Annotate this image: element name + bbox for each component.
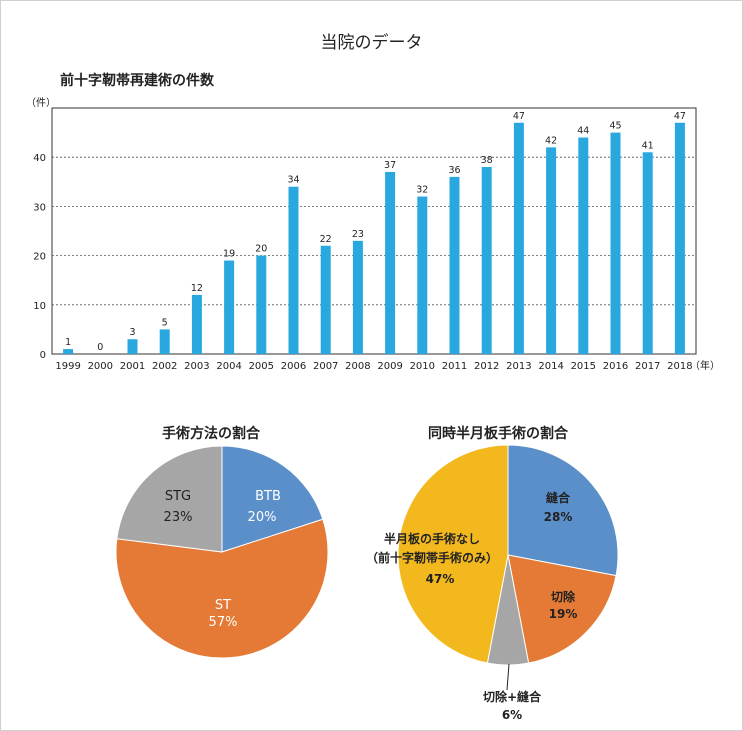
pie-chart-meniscus-labels: 縫合 28% 切除 19% 切除+縫合 6% 半月板の手術なし （前十字靭帯手術…: [366, 490, 577, 722]
page-title: 当院のデータ: [320, 33, 423, 53]
x-tick-label: 2009: [377, 361, 402, 372]
pie2-none-pct: 47%: [426, 572, 455, 586]
x-tick-label: 2005: [249, 361, 274, 372]
bar-value-label: 44: [577, 126, 589, 137]
pie2-resection-pct: 19%: [549, 607, 578, 621]
bar-value-label: 3: [129, 327, 135, 338]
bar-value-label: 1: [65, 337, 71, 348]
pie1-stg-label: STG: [165, 489, 191, 504]
bar-value-label: 22: [320, 234, 332, 245]
pie1-st-pct: 57%: [209, 615, 238, 630]
bar-value-label: 34: [287, 175, 299, 186]
pie2-both-pct: 6%: [502, 708, 522, 722]
pie2-slice-1: [507, 554, 617, 664]
bar-2012: [481, 167, 492, 354]
pie2-resection-label: 切除: [551, 589, 576, 604]
bar-2009: [385, 171, 396, 354]
bar-2006: [288, 186, 299, 354]
bar-2015: [578, 137, 589, 354]
bar-value-label: 45: [609, 121, 621, 132]
bar-2003: [191, 294, 202, 354]
x-tick-label: 2010: [410, 361, 435, 372]
x-tick-label: 2003: [184, 361, 209, 372]
x-tick-label: 2012: [474, 361, 499, 372]
x-tick-label: 2007: [313, 361, 338, 372]
bar-value-label: 47: [674, 111, 686, 122]
x-tick-label: 2006: [281, 361, 306, 372]
y-tick-label: 0: [40, 350, 46, 361]
bar-value-label: 5: [162, 317, 168, 328]
bar-2013: [513, 122, 524, 354]
x-tick-label: 2001: [120, 361, 145, 372]
bar-2017: [642, 152, 653, 354]
pie1-slice-2: [116, 445, 223, 553]
plot-frame: [51, 107, 697, 355]
bar-value-label: 19: [223, 249, 235, 260]
x-tick-label: 2000: [88, 361, 113, 372]
pie1-btb-label: BTB: [255, 489, 281, 504]
x-tick-label: 1999: [55, 361, 80, 372]
bar-2005: [256, 255, 267, 354]
bar-2001: [127, 339, 138, 354]
y-tick-label: 30: [33, 202, 46, 213]
pie1-slice-1: [115, 518, 329, 659]
bar-2014: [546, 147, 557, 354]
pie2-none-label: 半月板の手術なし: [384, 531, 480, 546]
pie2-both-label: 切除+縫合: [483, 689, 542, 704]
bar-2011: [449, 176, 460, 354]
bar-1999: [63, 349, 74, 354]
bar-2002: [159, 329, 170, 354]
bar-value-label: 20: [255, 244, 267, 255]
pie2-slice-3: [397, 444, 509, 664]
x-tick-label: 2017: [635, 361, 660, 372]
bar-2007: [320, 245, 331, 354]
pie-chart-meniscus: [397, 444, 619, 666]
pie1-slice-0: [221, 445, 324, 553]
bar-2008: [352, 240, 363, 354]
bar-value-label: 12: [191, 283, 203, 294]
bar-value-label: 42: [545, 135, 557, 146]
x-tick-label: 2016: [603, 361, 628, 372]
bar-value-label: 37: [384, 160, 396, 171]
pie2-suture-pct: 28%: [544, 510, 573, 524]
pie2-title: 同時半月板手術の割合: [428, 426, 568, 442]
bar-value-label: 32: [416, 185, 428, 196]
bar-value-label: 47: [513, 111, 525, 122]
pie2-suture-label: 縫合: [546, 490, 571, 505]
bar-chart-title: 前十字靭帯再建術の件数: [60, 73, 214, 89]
bar-2018: [674, 122, 685, 354]
pie1-title: 手術方法の割合: [162, 426, 260, 442]
pie1-btb-pct: 20%: [248, 510, 277, 525]
bar-2016: [610, 132, 621, 354]
y-tick-label: 20: [33, 252, 46, 263]
pie2-callout-line: [506, 663, 510, 691]
bar-value-label: 36: [448, 165, 460, 176]
pie-chart-method-labels: BTB 20% ST 57% STG 23%: [164, 489, 281, 630]
x-tick-label: 2011: [442, 361, 467, 372]
bar-value-label: 0: [97, 342, 103, 353]
y-unit-label: （件）: [26, 97, 56, 109]
bar-value-label: 41: [642, 140, 654, 151]
pie2-none-sublabel: （前十字靭帯手術のみ）: [366, 550, 498, 565]
x-tick-label: 2015: [571, 361, 596, 372]
x-unit-label: （年）: [690, 359, 720, 372]
x-tick-label: 2004: [216, 361, 241, 372]
pie2-slice-0: [507, 444, 619, 577]
x-tick-label: 2008: [345, 361, 370, 372]
bar-2010: [417, 196, 428, 354]
y-tick-label: 40: [33, 153, 46, 164]
x-tick-label: 2013: [506, 361, 531, 372]
y-tick-label: 10: [33, 301, 46, 312]
x-tick-label: 2002: [152, 361, 177, 372]
pie-chart-method: [115, 445, 329, 659]
x-tick-label: 2014: [538, 361, 563, 372]
bar-value-label: 23: [352, 229, 364, 240]
x-tick-label: 2018: [667, 361, 692, 372]
bar-2004: [224, 260, 235, 354]
pie1-stg-pct: 23%: [164, 510, 193, 525]
pie1-st-label: ST: [215, 598, 231, 613]
bar-value-label: 38: [481, 155, 493, 166]
